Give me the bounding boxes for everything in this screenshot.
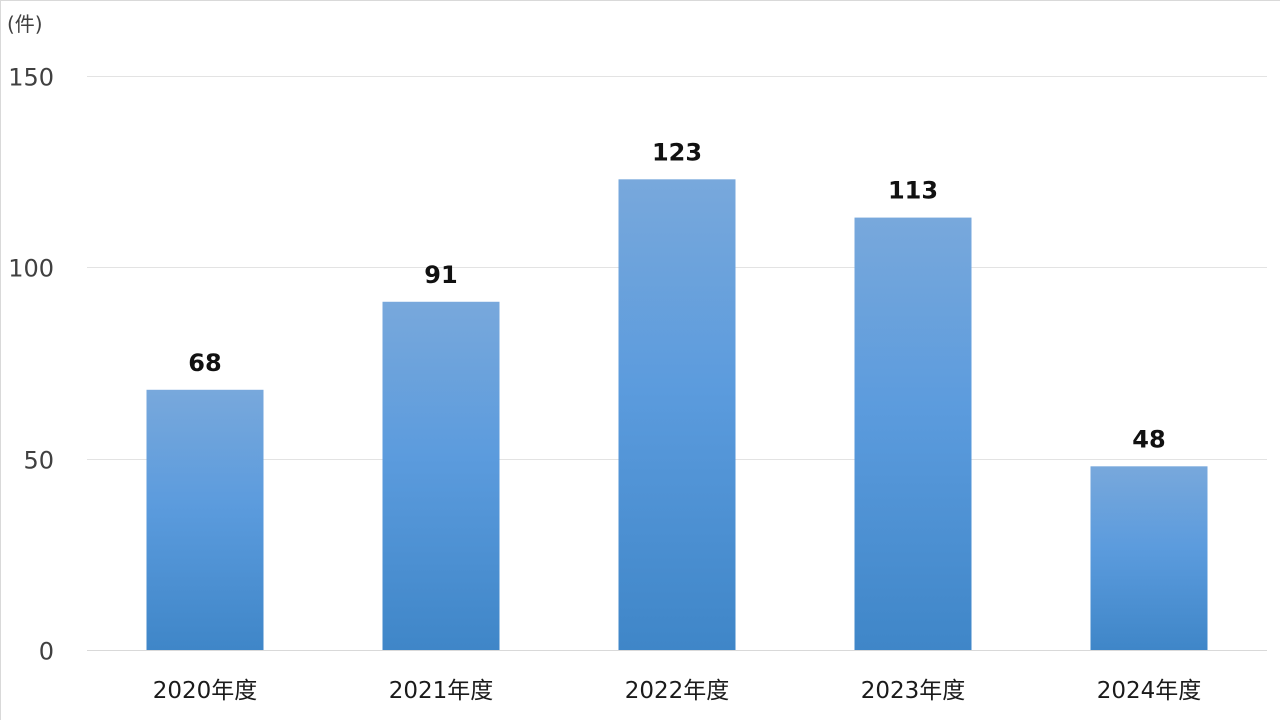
x-axis-ticks: 2020年度 2021年度 2022年度 2023年度 2024年度 <box>153 678 1202 704</box>
y-tick-label-150: 150 <box>8 64 54 92</box>
data-label-2023年度: 113 <box>888 177 938 205</box>
y-axis-ticks: 0 50 100 150 <box>8 64 54 666</box>
data-label-2021年度: 91 <box>424 261 457 289</box>
y-tick-label-0: 0 <box>39 638 54 666</box>
x-tick-label-2022年度: 2022年度 <box>625 678 730 704</box>
bar-2020年度 <box>146 389 264 650</box>
y-tick-label-100: 100 <box>8 255 54 283</box>
data-labels: 68 91 123 113 48 <box>188 138 1165 453</box>
bar-2021年度 <box>382 301 500 650</box>
y-axis-unit-label: (件) <box>7 12 43 36</box>
data-label-2020年度: 68 <box>188 349 221 377</box>
data-label-2022年度: 123 <box>652 138 702 166</box>
x-tick-label-2023年度: 2023年度 <box>861 678 966 704</box>
x-tick-label-2024年度: 2024年度 <box>1097 678 1202 704</box>
y-tick-label-50: 50 <box>23 447 54 475</box>
x-tick-label-2020年度: 2020年度 <box>153 678 258 704</box>
x-tick-label-2021年度: 2021年度 <box>389 678 494 704</box>
data-label-2024年度: 48 <box>1132 425 1165 453</box>
bar-2022年度 <box>618 179 736 650</box>
bar-2024年度 <box>1090 466 1208 650</box>
bar-2023年度 <box>854 217 972 650</box>
bars <box>146 179 1208 650</box>
